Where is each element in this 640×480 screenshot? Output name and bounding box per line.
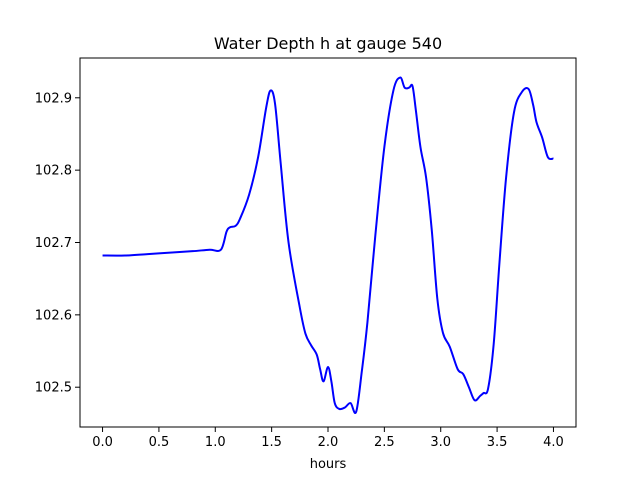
x-tick-label: 1.5 bbox=[261, 435, 282, 450]
plot-area bbox=[102, 76, 554, 414]
y-tick-label: 102.9 bbox=[35, 91, 72, 106]
x-axis-label: hours bbox=[310, 457, 347, 472]
x-tick-label: 0.0 bbox=[92, 435, 113, 450]
x-tick-label: 4.0 bbox=[543, 435, 564, 450]
y-tick-label: 102.7 bbox=[35, 236, 72, 251]
x-tick-label: 3.0 bbox=[430, 435, 451, 450]
series-line-0 bbox=[102, 76, 554, 414]
axes: 0.0 0.5 1.0 1.5 2.0 2.5 3.0 3.5 4.0 102.5 102.6 102… bbox=[35, 57, 577, 450]
y-tick-label: 102.6 bbox=[35, 308, 72, 323]
y-tick-label: 102.5 bbox=[35, 381, 72, 396]
y-tick-label: 102.8 bbox=[35, 164, 72, 179]
chart-title: Water Depth h at gauge 540 bbox=[214, 34, 442, 53]
x-tick-label: 0.5 bbox=[149, 435, 170, 450]
x-tick-label: 3.5 bbox=[487, 435, 508, 450]
x-tick-label: 2.0 bbox=[318, 435, 339, 450]
x-tick-label: 1.0 bbox=[205, 435, 226, 450]
x-tick-label: 2.5 bbox=[374, 435, 395, 450]
